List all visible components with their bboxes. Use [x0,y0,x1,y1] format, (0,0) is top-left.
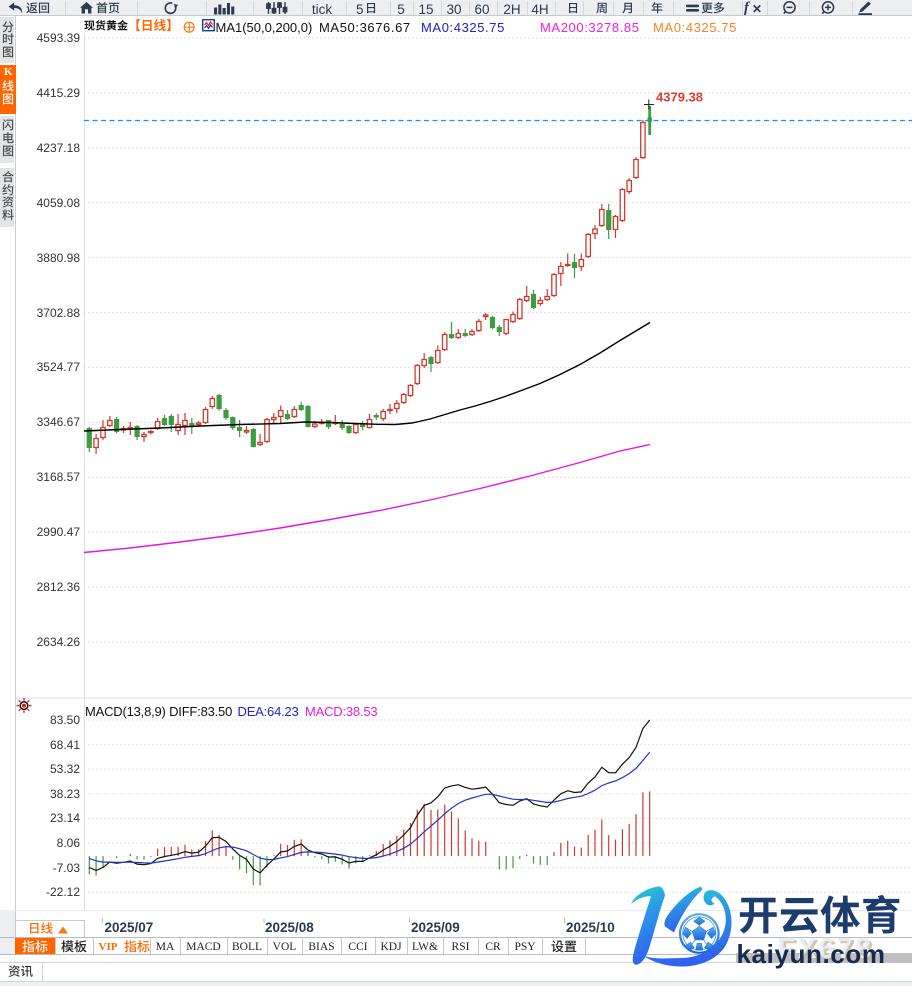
svg-text:4379.38: 4379.38 [656,90,703,105]
